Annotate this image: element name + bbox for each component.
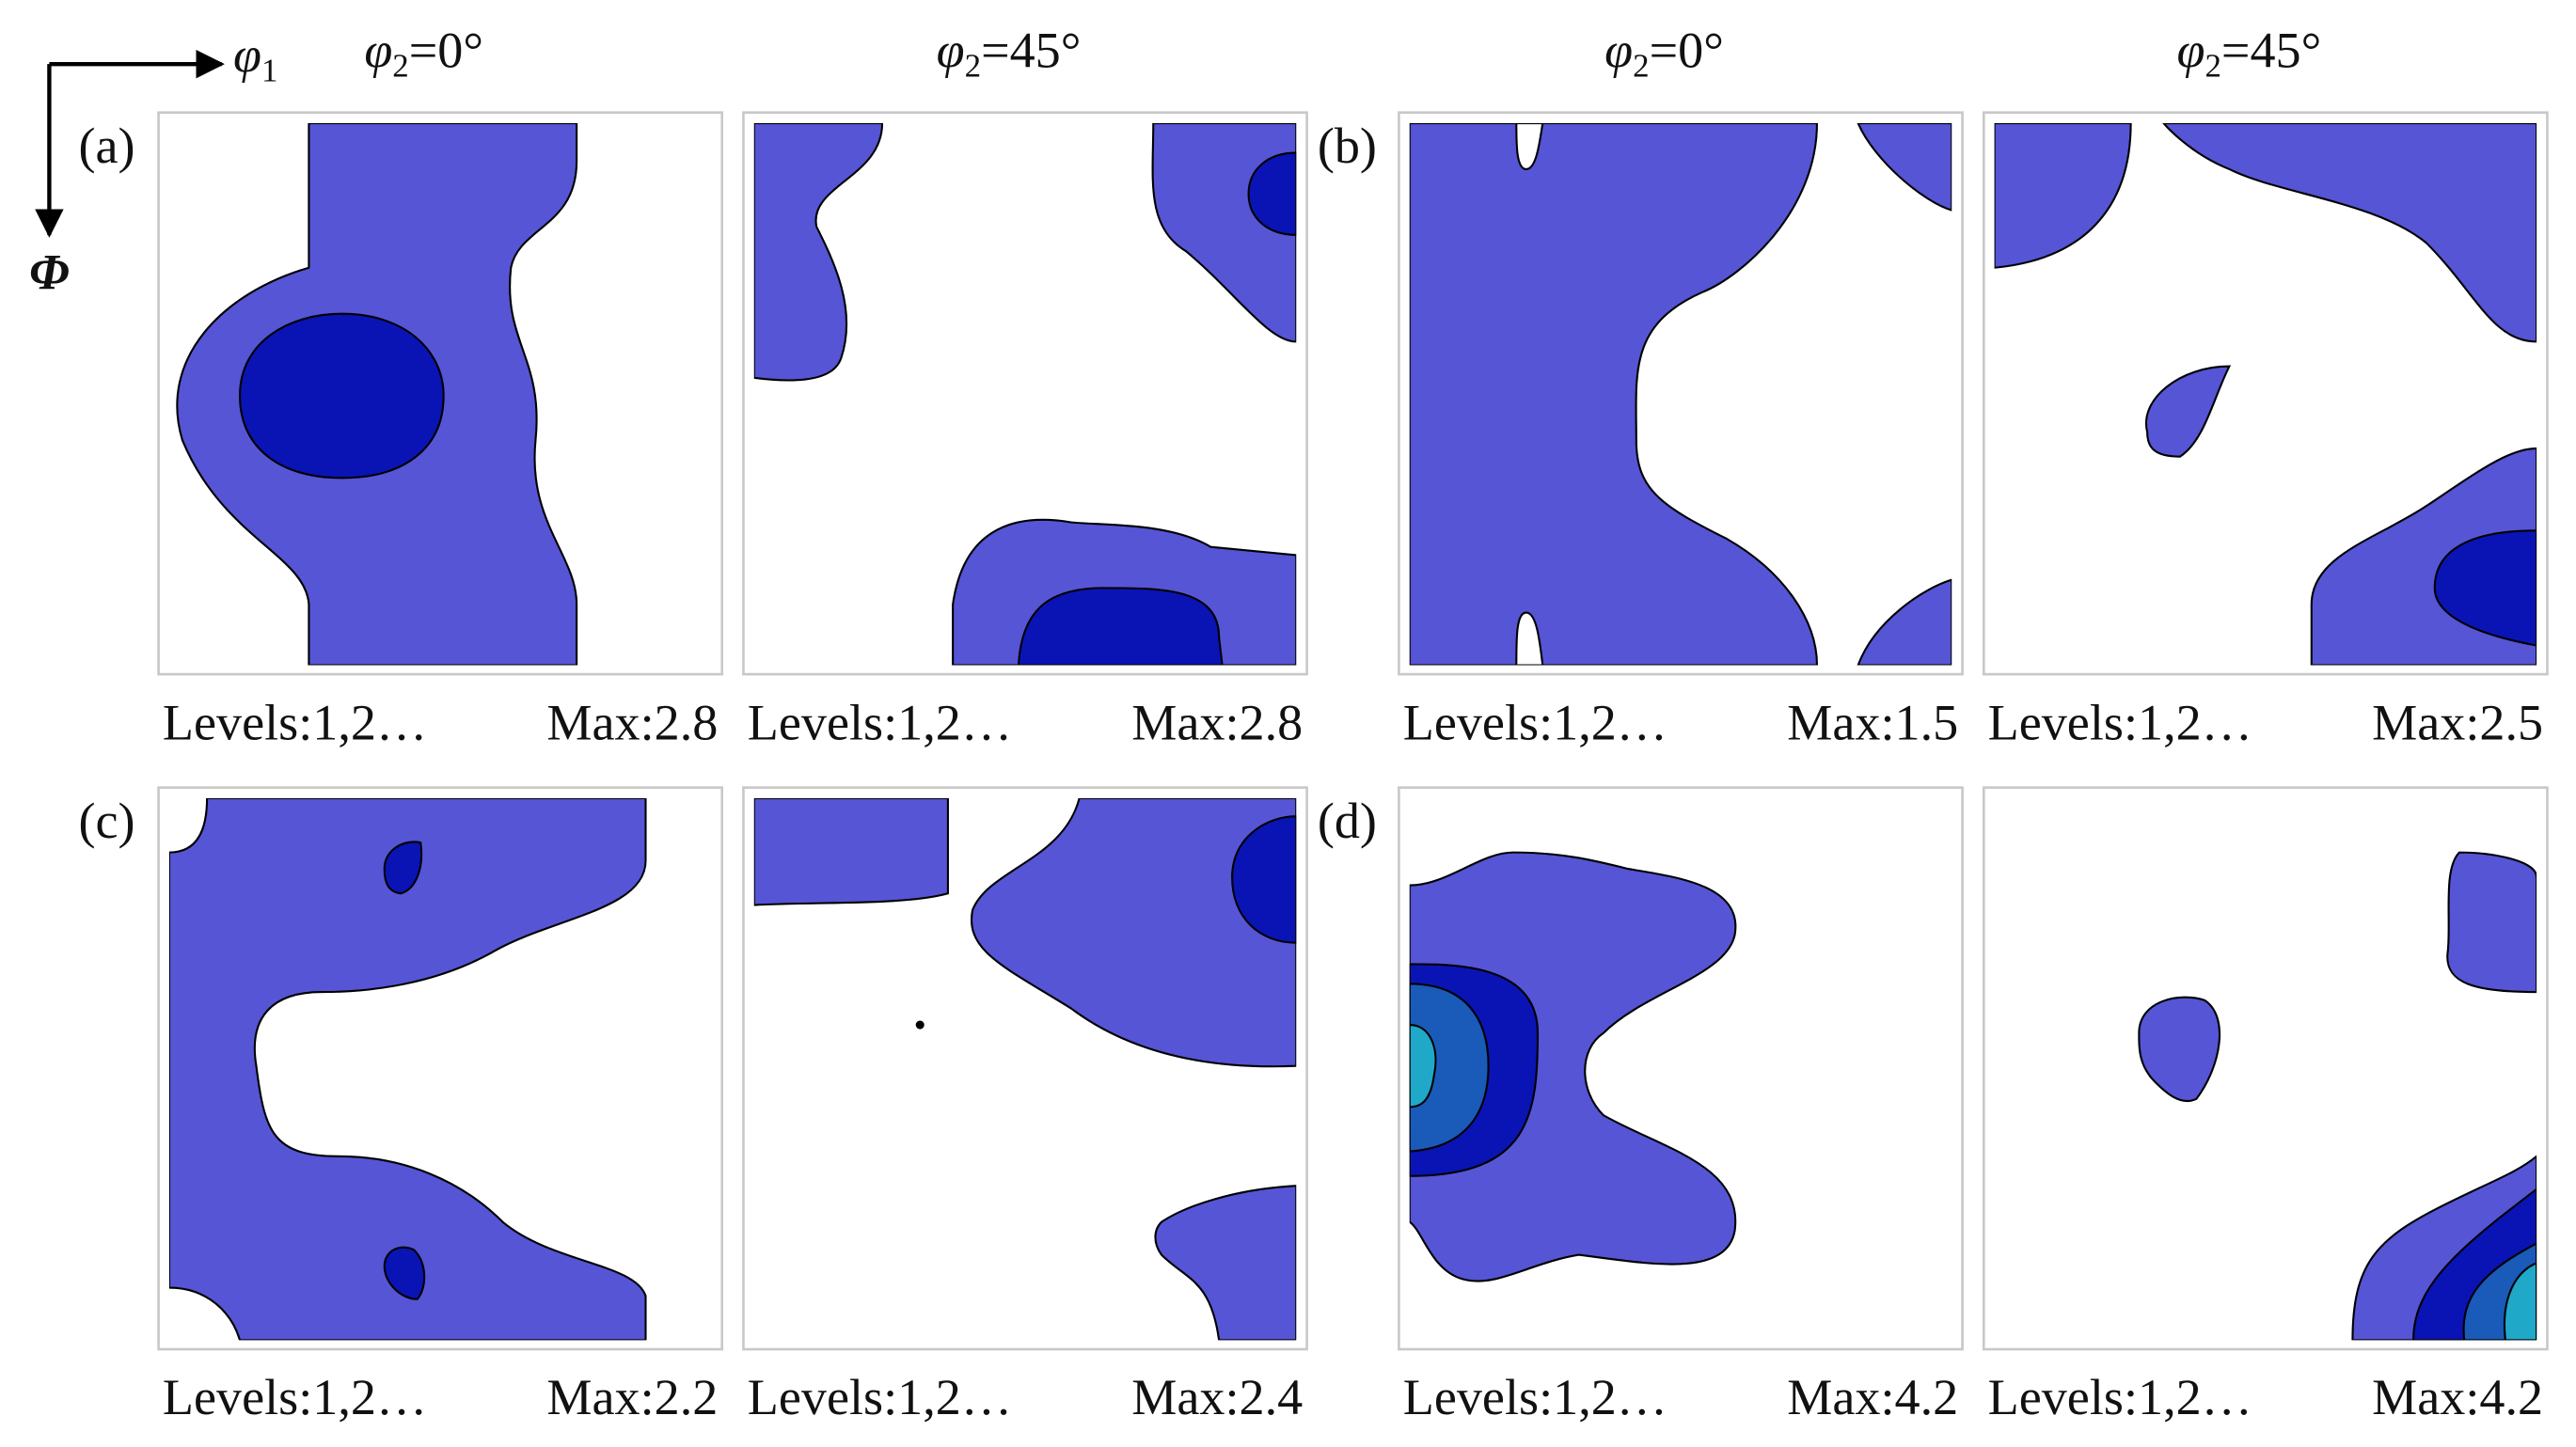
contour [2162,123,2537,343]
contours [1994,123,2537,666]
contours [753,797,1297,1341]
odf-section [1982,786,2549,1351]
odf-section [1982,111,2549,676]
contour [1247,151,1297,236]
contour [1409,123,1819,666]
contour [1231,815,1297,944]
subscript: 2 [1633,47,1649,84]
symbol: φ [937,23,965,79]
contour [2433,529,2537,647]
symbol: φ [1604,23,1633,79]
column-header: φ2=0° [1604,23,1724,85]
panel-label: (a) [78,118,134,174]
levels-caption: Levels:1,2… [1403,694,1667,750]
levels-caption: Levels:1,2… [748,694,1012,750]
contour [2503,1262,2537,1341]
contour [2138,996,2221,1102]
max-caption: Max:4.2 [1787,1369,1958,1425]
contours [1409,123,1952,666]
contour [2446,851,2537,994]
panel-label: (c) [78,793,134,849]
levels-caption: Levels:1,2… [748,1369,1012,1425]
contours [2138,851,2537,1341]
contour [168,797,647,1341]
contour [1409,983,1490,1153]
odf-section [157,786,724,1351]
odf-section [1398,786,1964,1351]
odf-section [157,111,724,676]
rest: =0° [1650,23,1724,79]
contour [970,797,1297,1068]
contour [1515,611,1544,666]
column-header: φ2=45° [2177,23,2322,85]
levels-caption: Levels:1,2… [163,1369,427,1425]
contour [915,1020,925,1030]
contours [753,123,1297,666]
odf-section [742,111,1308,676]
rest: =45° [981,23,1081,79]
contour [383,841,423,895]
contour [753,123,884,382]
max-caption: Max:4.2 [2372,1369,2543,1425]
contour [1017,587,1224,666]
subscript: 1 [261,53,277,89]
max-caption: Max:2.8 [1131,694,1303,750]
rest: =0° [409,23,483,79]
contours [1409,851,1737,1282]
symbol: φ [2177,23,2205,79]
contour [1154,1185,1297,1341]
contour [753,797,949,906]
symbol: φ [364,23,392,79]
column-header: φ2=45° [937,23,1082,85]
contour [1857,578,1952,666]
contour [2144,365,2232,458]
column-header: φ2=0° [364,23,483,85]
max-caption: Max:2.8 [546,694,718,750]
levels-caption: Levels:1,2… [1988,694,2252,750]
contour [1409,1023,1437,1109]
panel-label: (d) [1318,793,1377,849]
symbol: φ [233,27,261,84]
contours [176,123,578,666]
levels-caption: Levels:1,2… [1403,1369,1667,1425]
contour [1857,123,1952,212]
subscript: 2 [392,47,408,84]
contour [1515,123,1544,170]
contour [1409,851,1737,1282]
contours [168,797,647,1341]
max-caption: Max:2.5 [2372,694,2543,750]
levels-caption: Levels:1,2… [163,694,427,750]
subscript: 2 [965,47,981,84]
contour [1994,123,2132,269]
max-caption: Max:2.4 [1131,1369,1303,1425]
contour [383,1246,426,1300]
odf-section [742,786,1308,1351]
panel-label: (b) [1318,118,1377,174]
x-axis-label: φ1 [233,27,277,89]
subscript: 2 [2205,47,2220,84]
rest: =45° [2221,23,2321,79]
odf-section [1398,111,1964,676]
y-axis-label: Φ [29,244,70,301]
levels-caption: Levels:1,2… [1988,1369,2252,1425]
max-caption: Max:2.2 [546,1369,718,1425]
max-caption: Max:1.5 [1787,694,1958,750]
contour [238,312,445,480]
